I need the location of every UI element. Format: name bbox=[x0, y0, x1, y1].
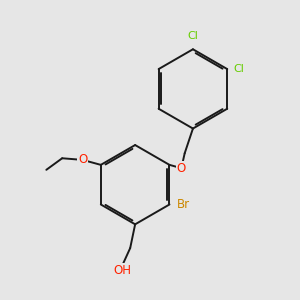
Text: OH: OH bbox=[113, 264, 131, 277]
Text: Cl: Cl bbox=[234, 64, 245, 74]
Text: O: O bbox=[78, 153, 87, 167]
Text: O: O bbox=[177, 162, 186, 175]
Text: Cl: Cl bbox=[188, 31, 198, 41]
Text: Br: Br bbox=[177, 198, 190, 211]
